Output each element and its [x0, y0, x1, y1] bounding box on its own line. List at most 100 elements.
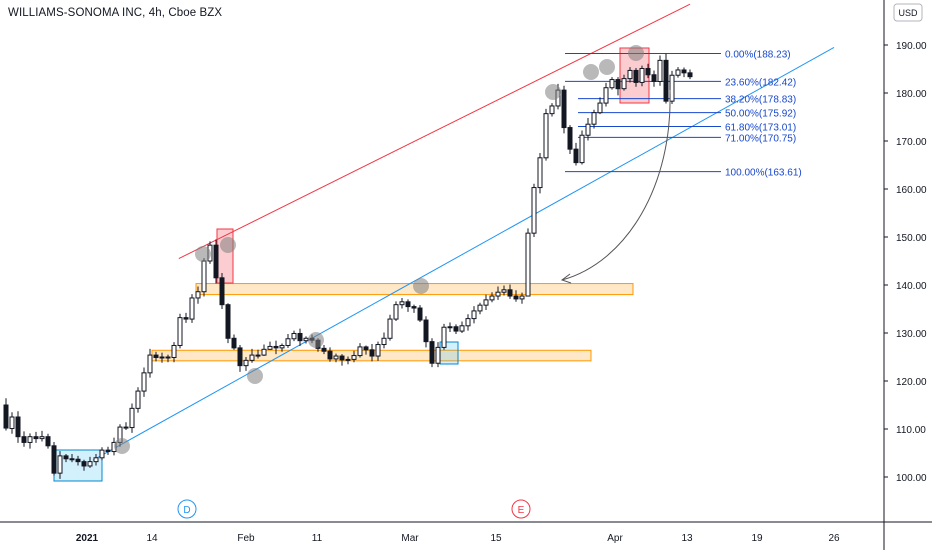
candle[interactable] — [525, 228, 531, 297]
candle[interactable] — [159, 352, 165, 363]
candle[interactable] — [651, 70, 657, 87]
candle[interactable] — [579, 130, 585, 165]
candle[interactable] — [81, 459, 87, 471]
candle[interactable] — [69, 453, 75, 463]
plot-area[interactable] — [0, 0, 884, 522]
candle[interactable] — [489, 292, 495, 303]
candle[interactable] — [417, 305, 423, 322]
candle[interactable] — [141, 367, 147, 397]
candle[interactable] — [39, 430, 45, 442]
candle[interactable] — [273, 340, 279, 355]
candle[interactable] — [543, 108, 549, 161]
candle[interactable] — [363, 345, 369, 355]
pivot-marker[interactable] — [195, 246, 211, 262]
candle[interactable] — [129, 403, 135, 433]
support-trendline[interactable] — [92, 46, 835, 461]
candle[interactable] — [147, 348, 153, 378]
candle[interactable] — [291, 330, 297, 342]
candle[interactable] — [483, 294, 489, 310]
candle[interactable] — [261, 344, 267, 357]
candle[interactable] — [243, 357, 249, 371]
candle[interactable] — [645, 63, 651, 79]
pivot-marker[interactable] — [583, 64, 599, 80]
candle[interactable] — [123, 422, 129, 430]
candle[interactable] — [675, 67, 681, 78]
candle[interactable] — [591, 109, 597, 129]
candle[interactable] — [393, 301, 399, 321]
candle[interactable] — [339, 354, 345, 366]
pivot-marker[interactable] — [413, 278, 429, 294]
resistance-trendline[interactable] — [178, 3, 691, 260]
candle[interactable] — [447, 322, 453, 333]
candle[interactable] — [411, 304, 417, 313]
pivot-marker[interactable] — [220, 237, 236, 253]
candle[interactable] — [351, 350, 357, 363]
candle[interactable] — [435, 342, 441, 368]
candle[interactable] — [255, 349, 261, 359]
candle[interactable] — [195, 286, 201, 304]
candle[interactable] — [615, 77, 621, 96]
candle[interactable] — [603, 82, 609, 107]
pattern-box[interactable] — [216, 228, 234, 284]
candle[interactable] — [45, 433, 51, 449]
candle[interactable] — [135, 387, 141, 413]
candle[interactable] — [231, 334, 237, 350]
candle[interactable] — [405, 299, 411, 312]
candle[interactable] — [399, 297, 405, 309]
pivot-marker[interactable] — [247, 368, 263, 384]
candle[interactable] — [225, 303, 231, 344]
pivot-marker[interactable] — [628, 45, 644, 61]
candle[interactable] — [357, 343, 363, 358]
candle[interactable] — [381, 332, 387, 349]
candle[interactable] — [171, 342, 177, 363]
candle[interactable] — [441, 323, 447, 350]
candle[interactable] — [201, 258, 207, 297]
candle[interactable] — [267, 341, 273, 350]
candle[interactable] — [477, 302, 483, 315]
candle[interactable] — [501, 285, 507, 296]
candle[interactable] — [663, 53, 669, 104]
candle[interactable] — [183, 312, 189, 323]
candle[interactable] — [189, 294, 195, 323]
candle[interactable] — [609, 77, 615, 90]
candle[interactable] — [531, 183, 537, 237]
candle[interactable] — [573, 142, 579, 166]
candle[interactable] — [297, 328, 303, 346]
candle[interactable] — [75, 455, 81, 466]
candle[interactable] — [345, 356, 351, 365]
candle[interactable] — [177, 313, 183, 349]
candle[interactable] — [165, 354, 171, 363]
currency-button[interactable]: USD — [893, 3, 923, 22]
candle[interactable] — [375, 341, 381, 361]
candle[interactable] — [513, 290, 519, 302]
candle[interactable] — [627, 67, 633, 83]
candle[interactable] — [585, 117, 591, 141]
pivot-marker[interactable] — [308, 332, 324, 348]
candle[interactable] — [321, 345, 327, 355]
candle[interactable] — [153, 351, 159, 362]
event-marker-e[interactable]: E — [511, 499, 531, 519]
candle[interactable] — [639, 65, 645, 87]
candle[interactable] — [63, 453, 69, 463]
candle[interactable] — [213, 239, 219, 284]
candle[interactable] — [285, 333, 291, 348]
candle[interactable] — [561, 85, 567, 134]
candle[interactable] — [495, 286, 501, 300]
candle[interactable] — [459, 321, 465, 333]
candle[interactable] — [471, 306, 477, 324]
candle[interactable] — [657, 55, 663, 86]
candle[interactable] — [369, 344, 375, 362]
candle[interactable] — [99, 447, 105, 461]
candle[interactable] — [387, 314, 393, 341]
candle[interactable] — [519, 292, 525, 304]
pivot-marker[interactable] — [545, 84, 561, 100]
candle[interactable] — [681, 67, 687, 78]
event-marker-d[interactable]: D — [177, 499, 197, 519]
candle[interactable] — [93, 453, 99, 466]
candle[interactable] — [87, 456, 93, 468]
candle[interactable] — [219, 273, 225, 309]
candle[interactable] — [237, 345, 243, 372]
candle[interactable] — [303, 336, 309, 344]
candle[interactable] — [105, 446, 111, 455]
candle[interactable] — [15, 411, 21, 443]
